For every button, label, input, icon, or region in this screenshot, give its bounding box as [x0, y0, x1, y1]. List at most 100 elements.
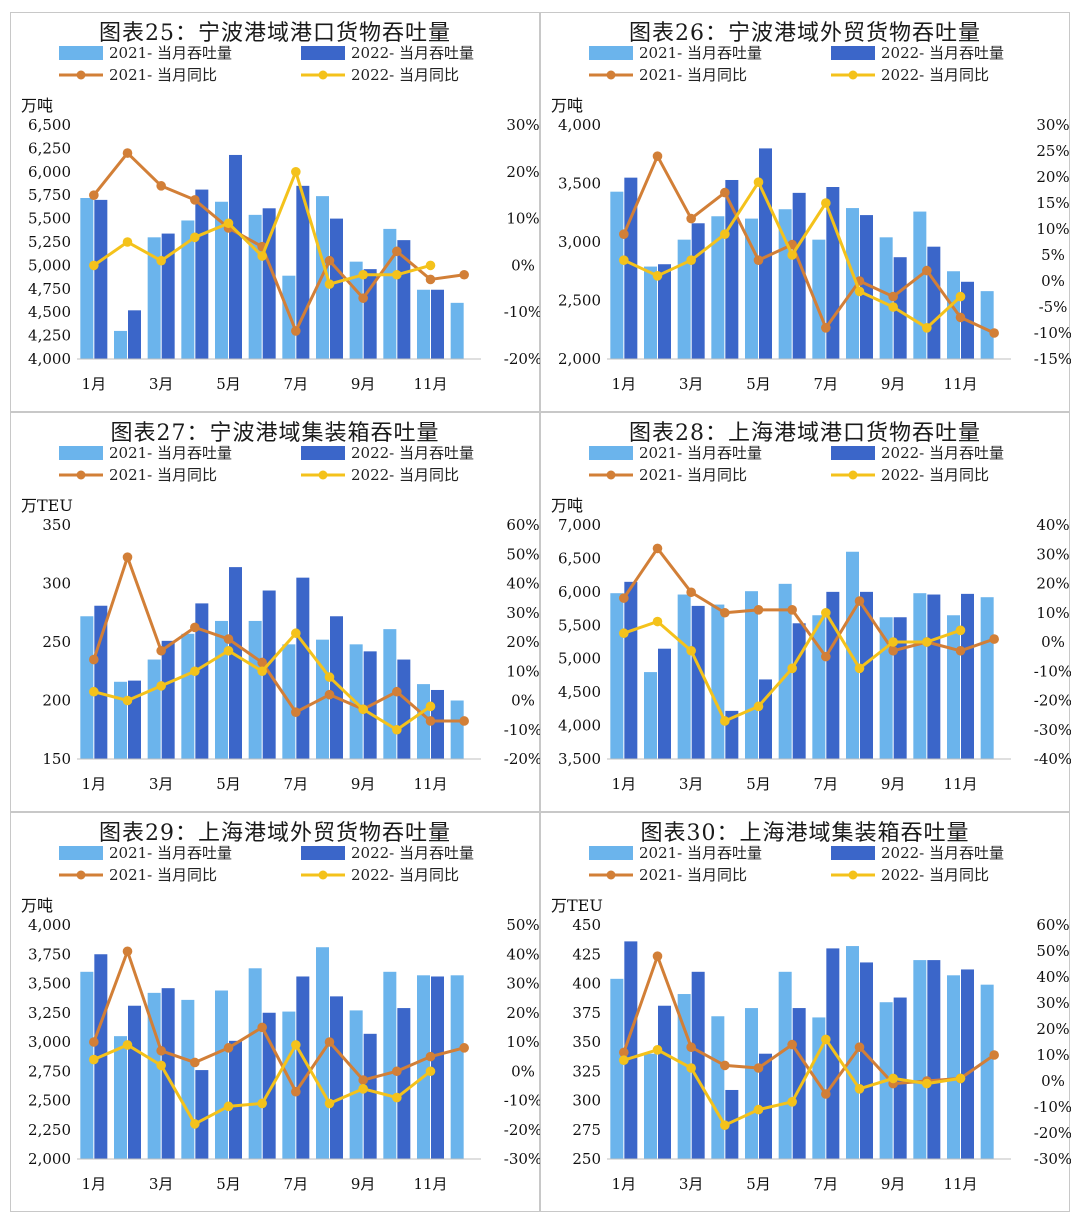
bar-2021 [947, 271, 960, 359]
legend-label: 2021- 当月同比 [109, 466, 217, 484]
bar-2021 [80, 198, 94, 359]
series-point [955, 312, 966, 323]
legend-label: 2022- 当月同比 [881, 866, 989, 884]
bar-2022 [860, 591, 873, 759]
series-point [190, 195, 200, 205]
series-point [787, 1039, 797, 1050]
bar-2022 [658, 1005, 671, 1159]
y-right-tick-label: 20% [506, 1004, 539, 1022]
bar-2022 [961, 593, 974, 759]
bar-2021 [947, 975, 960, 1159]
legend-swatch-bar [589, 846, 633, 860]
bar-2021 [114, 330, 127, 359]
bar-2022 [961, 969, 974, 1159]
legend-swatch-bar [301, 446, 345, 460]
series-point [955, 625, 966, 636]
bar-2022 [927, 594, 941, 759]
legend-label: 2022- 当月吞吐量 [351, 44, 474, 62]
y-right-tick-label: 10% [506, 1033, 539, 1051]
series-point [392, 1092, 402, 1103]
x-tick-label: 5月 [746, 375, 771, 393]
y-left-tick-label: 375 [572, 1004, 601, 1022]
y-left-tick-label: 3,750 [28, 945, 71, 963]
series-point [922, 323, 932, 333]
y-left-tick-label: 400 [572, 975, 601, 993]
series-point [425, 1066, 436, 1077]
bars [610, 551, 994, 759]
bar-2021 [778, 583, 792, 759]
y-right-tick-label: 10% [1036, 220, 1069, 238]
legend-swatch-marker [606, 870, 616, 880]
bar-2021 [417, 289, 430, 359]
bar-2022 [161, 233, 175, 359]
series-2021-yoy [619, 543, 999, 662]
series-point [291, 628, 301, 639]
chart-29-svg: 2021- 当月吞吐量 2022- 当月吞吐量 2021- 当月同比 2022- 当月… [21, 844, 541, 1193]
bar-2021 [677, 239, 691, 359]
chart-title: 图表29：上海港域外贸货物吞吐量 [99, 821, 451, 846]
bar-2022 [94, 199, 108, 359]
series-line [92, 555, 465, 723]
y-right-tick-label: 40% [506, 945, 539, 963]
x-ticks: 1月 3月 5月 7月 9月 11月 [82, 375, 448, 393]
bar-2021 [711, 604, 725, 759]
series-point [686, 587, 696, 598]
legend-swatch-marker [318, 870, 328, 880]
series-point [854, 663, 865, 674]
series-point [358, 1075, 368, 1085]
series-point [425, 716, 436, 726]
bar-2022 [860, 215, 873, 359]
y-right-tick-label: 0% [1041, 633, 1065, 651]
bar-2021 [114, 681, 127, 759]
series-point [257, 1098, 267, 1109]
bar-2021 [980, 984, 994, 1159]
bar-2022 [691, 223, 705, 359]
y-left-tick-label: 5,000 [28, 256, 71, 274]
bar-2021 [980, 291, 994, 359]
y-right-tick-label: -20% [1034, 692, 1071, 710]
series-point [190, 1057, 200, 1068]
x-tick-label: 3月 [149, 1175, 174, 1193]
x-tick-label: 9月 [351, 1175, 376, 1193]
bar-2021 [383, 971, 397, 1159]
bar-2022 [624, 941, 638, 1159]
series-point [425, 260, 436, 271]
y-right-tick-label: 0% [511, 256, 535, 274]
bar-2022 [691, 605, 705, 759]
y-right-tick-label: -30% [1034, 1150, 1071, 1168]
y-left-tick-label: 200 [42, 692, 71, 710]
bar-2022 [128, 310, 141, 359]
chart-title: 图表28：上海港域港口货物吞吐量 [629, 421, 981, 446]
y-left-ticks: 4,000 4,250 4,500 4,750 5,000 5,250 5,500 5,750… [28, 116, 71, 368]
x-tick-label: 7月 [814, 775, 839, 793]
legend-label: 2022- 当月同比 [351, 866, 459, 884]
y-axis-unit: 万TEU [21, 496, 73, 515]
series-point [686, 255, 696, 265]
series-point [392, 246, 402, 257]
bar-2021 [644, 266, 657, 359]
bar-2021 [450, 302, 464, 359]
y-left-tick-label: 325 [572, 1062, 601, 1080]
legend-swatch-marker [848, 470, 858, 480]
bar-2021 [215, 990, 228, 1159]
bar-2022 [330, 996, 343, 1159]
series-point [223, 645, 234, 656]
y-left-tick-label: 300 [42, 575, 71, 593]
series-point [888, 1073, 898, 1084]
y-right-tick-label: -20% [504, 1121, 541, 1139]
x-ticks: 1月 3月 5月 7月 9月 11月 [82, 1175, 448, 1193]
series-line [92, 949, 465, 1094]
y-right-ticks: -30% -20% -10% 0% 10% 20% 30% 40% 50% 60% [1034, 916, 1071, 1168]
series-point [922, 1078, 932, 1089]
series-point [324, 689, 335, 700]
y-right-tick-label: -30% [504, 1150, 541, 1168]
x-tick-label: 5月 [216, 1175, 241, 1193]
bar-2022 [161, 988, 175, 1159]
series-point [888, 645, 898, 656]
y-left-ticks: 2,000 2,250 2,500 2,750 3,000 3,250 3,500 3,750… [28, 916, 71, 1168]
x-ticks: 1月 3月 5月 7月 9月 11月 [612, 1175, 978, 1193]
bar-2021 [248, 968, 262, 1159]
y-right-tick-label: 30% [1036, 116, 1069, 134]
series-2021-yoy [89, 148, 469, 336]
legend-swatch-bar [301, 846, 345, 860]
